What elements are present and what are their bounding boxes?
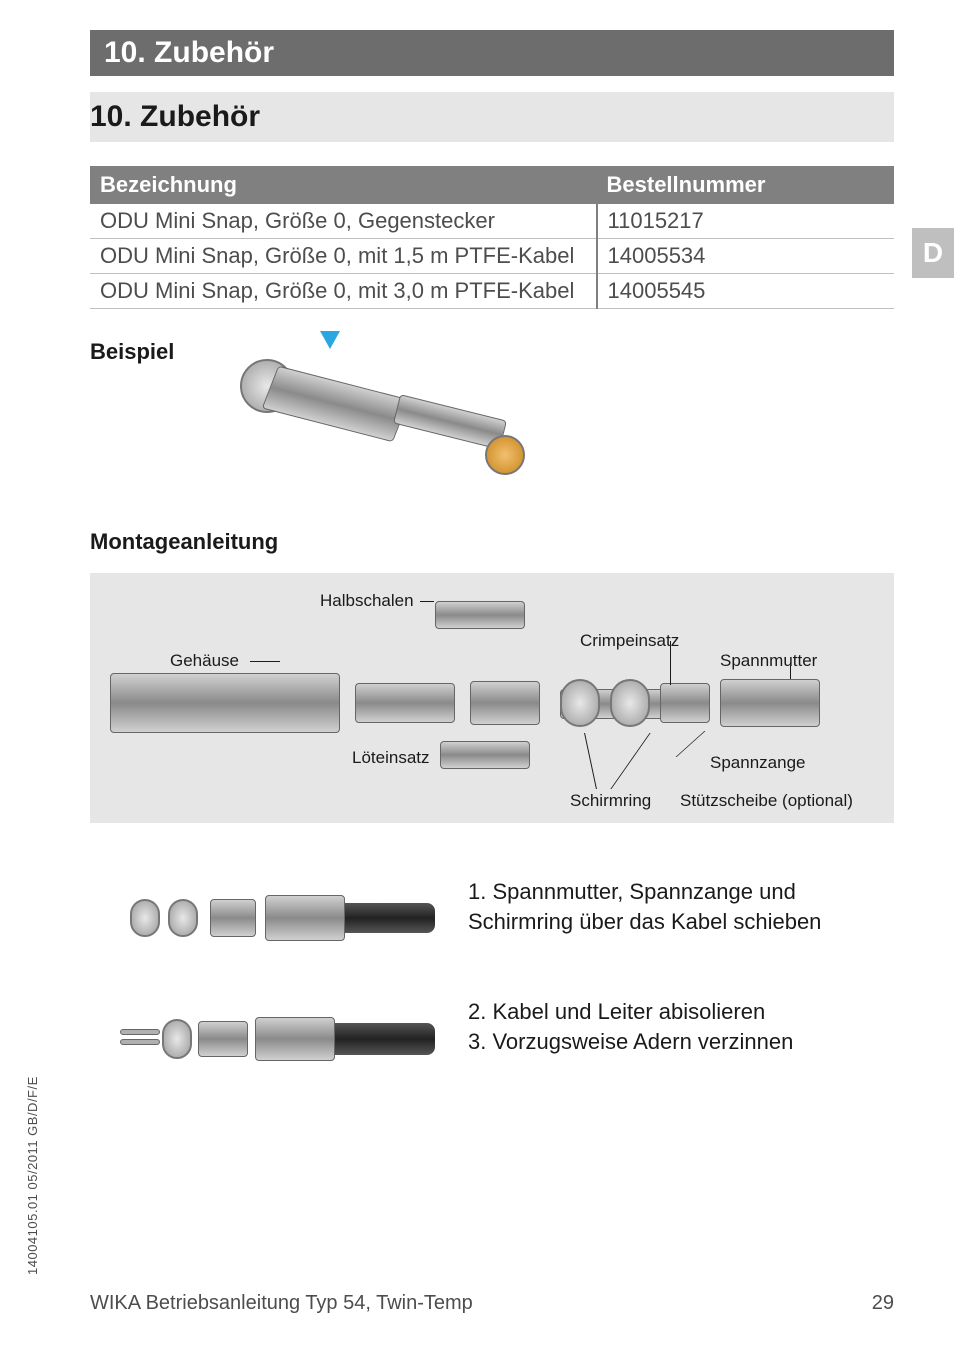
step-2-3-text: 2. Kabel und Leiter abisolieren 3. Vorzu… <box>440 993 793 1056</box>
example-label: Beispiel <box>90 329 210 365</box>
exploded-diagram: Halbschalen Crimpeinsatz Gehäuse Spannmu… <box>90 573 894 823</box>
collet-icon <box>210 899 256 937</box>
housing-icon <box>110 673 340 733</box>
example-illustration <box>210 329 550 489</box>
nut-icon <box>255 1017 335 1061</box>
cell-bestellnummer: 14005545 <box>597 274 894 309</box>
support-disc-icon <box>610 679 650 727</box>
language-tab: D <box>912 228 954 278</box>
example-row: Beispiel <box>90 329 894 489</box>
cable-icon <box>335 1023 435 1055</box>
cell-bestellnummer: 14005534 <box>597 239 894 274</box>
ring-icon <box>162 1019 192 1059</box>
wire-icon <box>120 1039 160 1045</box>
label-spannmutter: Spannmutter <box>720 651 817 671</box>
label-gehaeuse: Gehäuse <box>170 651 239 671</box>
label-halbschalen: Halbschalen <box>320 591 414 611</box>
table-header-row: Bezeichnung Bestellnummer <box>90 166 894 204</box>
shield-ring-icon <box>560 679 600 727</box>
step-3-text: 3. Vorzugsweise Adern verzinnen <box>468 1027 793 1057</box>
cell-bezeichnung: ODU Mini Snap, Größe 0, Gegenstecker <box>90 204 597 239</box>
step-1-illustration <box>120 873 440 963</box>
collet-icon <box>198 1021 248 1057</box>
cable-icon <box>345 903 435 933</box>
footer-left-text: WIKA Betriebsanleitung Typ 54, Twin-Temp <box>90 1292 473 1315</box>
leader-line <box>790 665 791 679</box>
table-row: ODU Mini Snap, Größe 0, mit 3,0 m PTFE-K… <box>90 274 894 309</box>
solder-insert-icon <box>355 683 455 723</box>
wire-icon <box>120 1029 160 1035</box>
chapter-title-bar: 10. Zubehör <box>90 30 894 76</box>
crimp-ring-icon <box>485 435 525 475</box>
cell-bestellnummer: 11015217 <box>597 204 894 239</box>
leader-line <box>670 641 671 685</box>
nut-icon <box>265 895 345 941</box>
ring-icon <box>168 899 198 937</box>
page-container: 10. Zubehör 10. Zubehör Bezeichnung Best… <box>0 0 954 1345</box>
step-1-text: 1. Spannmutter, Spannzange und Schirmrin… <box>440 873 894 936</box>
assembly-heading: Montageanleitung <box>90 529 894 555</box>
halfshell-bottom-icon <box>440 741 530 769</box>
label-crimpeinsatz: Crimpeinsatz <box>580 631 679 651</box>
clamp-nut-icon <box>720 679 820 727</box>
step-2-3-row: 2. Kabel und Leiter abisolieren 3. Vorzu… <box>90 993 894 1083</box>
page-number: 29 <box>872 1292 894 1315</box>
col-header-bezeichnung: Bezeichnung <box>90 166 597 204</box>
step-2-text: 2. Kabel und Leiter abisolieren <box>468 997 793 1027</box>
leader-line <box>420 601 434 602</box>
leader-line <box>250 661 280 662</box>
label-stuetzscheibe: Stützscheibe (optional) <box>680 791 853 811</box>
table-row: ODU Mini Snap, Größe 0, Gegenstecker 110… <box>90 204 894 239</box>
ring-icon <box>130 899 160 937</box>
label-schirmring: Schirmring <box>570 791 651 811</box>
connector-body-icon <box>262 366 410 443</box>
step-2-illustration <box>120 993 440 1083</box>
page-footer: WIKA Betriebsanleitung Typ 54, Twin-Temp… <box>90 1292 894 1315</box>
step-1-row: 1. Spannmutter, Spannzange und Schirmrin… <box>90 873 894 963</box>
label-loeteinsatz: Löteinsatz <box>352 748 430 768</box>
collet-icon <box>660 683 710 723</box>
col-header-bestellnummer: Bestellnummer <box>597 166 894 204</box>
halfshell-top-icon <box>435 601 525 629</box>
table-row: ODU Mini Snap, Größe 0, mit 1,5 m PTFE-K… <box>90 239 894 274</box>
cell-bezeichnung: ODU Mini Snap, Größe 0, mit 1,5 m PTFE-K… <box>90 239 597 274</box>
accessories-table: Bezeichnung Bestellnummer ODU Mini Snap,… <box>90 166 894 309</box>
section-heading: 10. Zubehör <box>90 92 894 142</box>
mid-sleeve-icon <box>470 681 540 725</box>
document-code: 14004105.01 05/2011 GB/D/F/E <box>25 1076 40 1275</box>
cell-bezeichnung: ODU Mini Snap, Größe 0, mit 3,0 m PTFE-K… <box>90 274 597 309</box>
arrow-icon <box>320 331 340 349</box>
